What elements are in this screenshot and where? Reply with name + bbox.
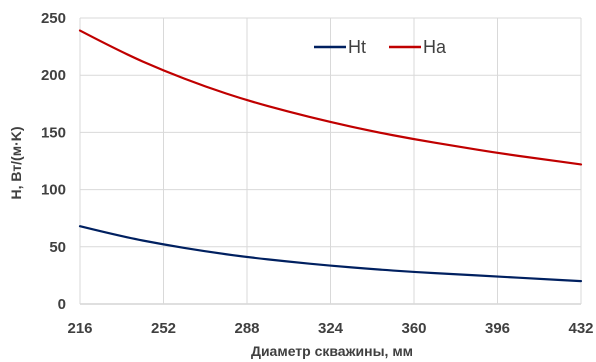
x-tick-label: 360 [401,320,426,337]
legend: Ht Ha [314,37,447,57]
series-lines [78,29,583,283]
legend-label-ht: Ht [348,37,366,57]
x-tick-label: 252 [151,320,176,337]
y-tick-label: 100 [41,182,66,199]
y-tick-label: 50 [49,239,66,256]
x-tick-label: 324 [318,320,344,337]
y-tick-label: 150 [41,124,66,141]
x-tick-label: 288 [234,320,259,337]
y-tick-label: 0 [58,296,66,313]
y-axis-title: H, Вт/(м·K) [8,126,24,199]
grid [79,17,582,305]
x-axis-title: Диаметр скважины, мм [251,343,413,359]
y-axis-ticks: 0 50 100 150 200 250 [41,10,66,313]
series-line-ht [78,225,583,283]
x-tick-label: 216 [67,320,92,337]
legend-label-ha: Ha [423,37,447,57]
x-axis-ticks: 216 252 288 324 360 396 432 [67,320,593,337]
x-tick-label: 432 [568,320,593,337]
x-tick-label: 396 [485,320,510,337]
y-tick-label: 250 [41,10,66,27]
y-tick-label: 200 [41,67,66,84]
series-line-ha [78,29,583,166]
